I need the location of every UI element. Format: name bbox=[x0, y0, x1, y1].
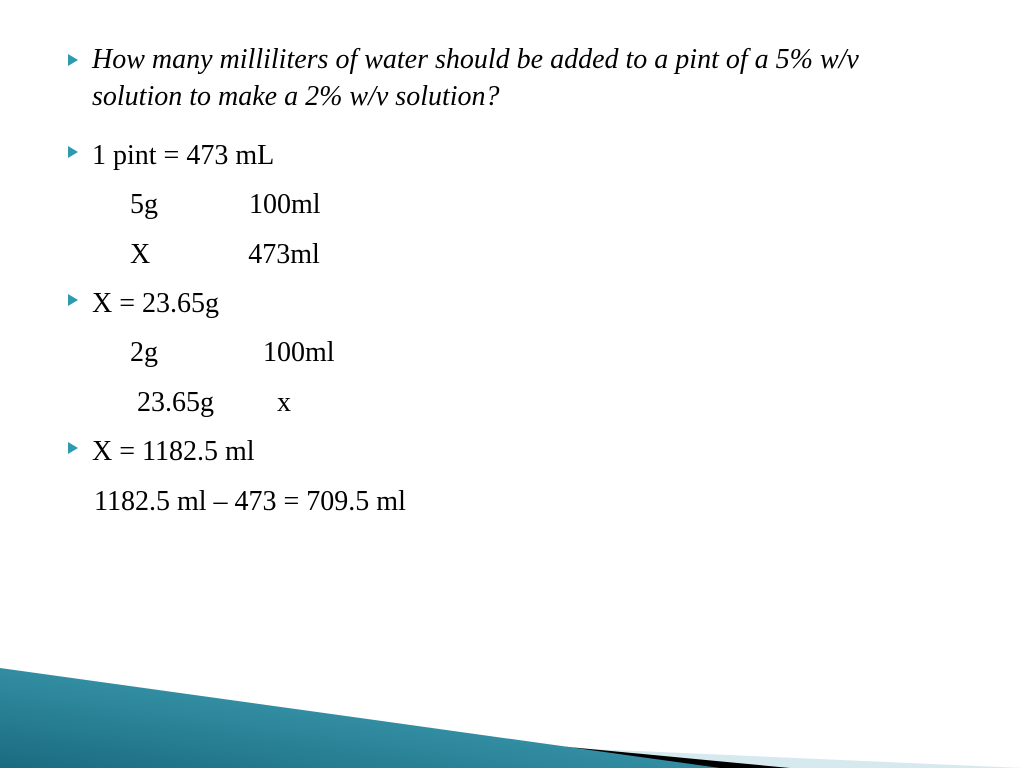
question-text: How many milliliters of water should be … bbox=[92, 42, 956, 116]
line-text: 2g 100ml bbox=[94, 331, 335, 374]
slide-decoration bbox=[0, 608, 1024, 768]
line-text: X = 23.65g bbox=[92, 282, 219, 325]
line-text: X 473ml bbox=[94, 233, 320, 276]
slide: How many milliliters of water should be … bbox=[0, 0, 1024, 768]
line-row-4: X = 23.65g bbox=[68, 282, 956, 325]
decoration-main-triangle bbox=[0, 668, 720, 768]
line-row-8: 1182.5 ml – 473 = 709.5 ml bbox=[68, 480, 956, 523]
line-text: 5g 100ml bbox=[94, 183, 321, 226]
question-row: How many milliliters of water should be … bbox=[68, 42, 956, 116]
bullet-icon bbox=[68, 54, 78, 66]
line-text: 1182.5 ml – 473 = 709.5 ml bbox=[94, 480, 406, 523]
slide-content: How many milliliters of water should be … bbox=[68, 42, 956, 529]
line-row-7: X = 1182.5 ml bbox=[68, 430, 956, 473]
bullet-icon bbox=[68, 146, 78, 158]
line-text: X = 1182.5 ml bbox=[92, 430, 255, 473]
line-row-5: 2g 100ml bbox=[68, 331, 956, 374]
line-text: 1 pint = 473 mL bbox=[92, 134, 274, 177]
line-row-3: X 473ml bbox=[68, 233, 956, 276]
bullet-icon bbox=[68, 294, 78, 306]
line-row-6: 23.65g x bbox=[68, 381, 956, 424]
line-text: 23.65g x bbox=[94, 381, 291, 424]
bullet-icon bbox=[68, 442, 78, 454]
line-row-2: 5g 100ml bbox=[68, 183, 956, 226]
line-row-1: 1 pint = 473 mL bbox=[68, 134, 956, 177]
